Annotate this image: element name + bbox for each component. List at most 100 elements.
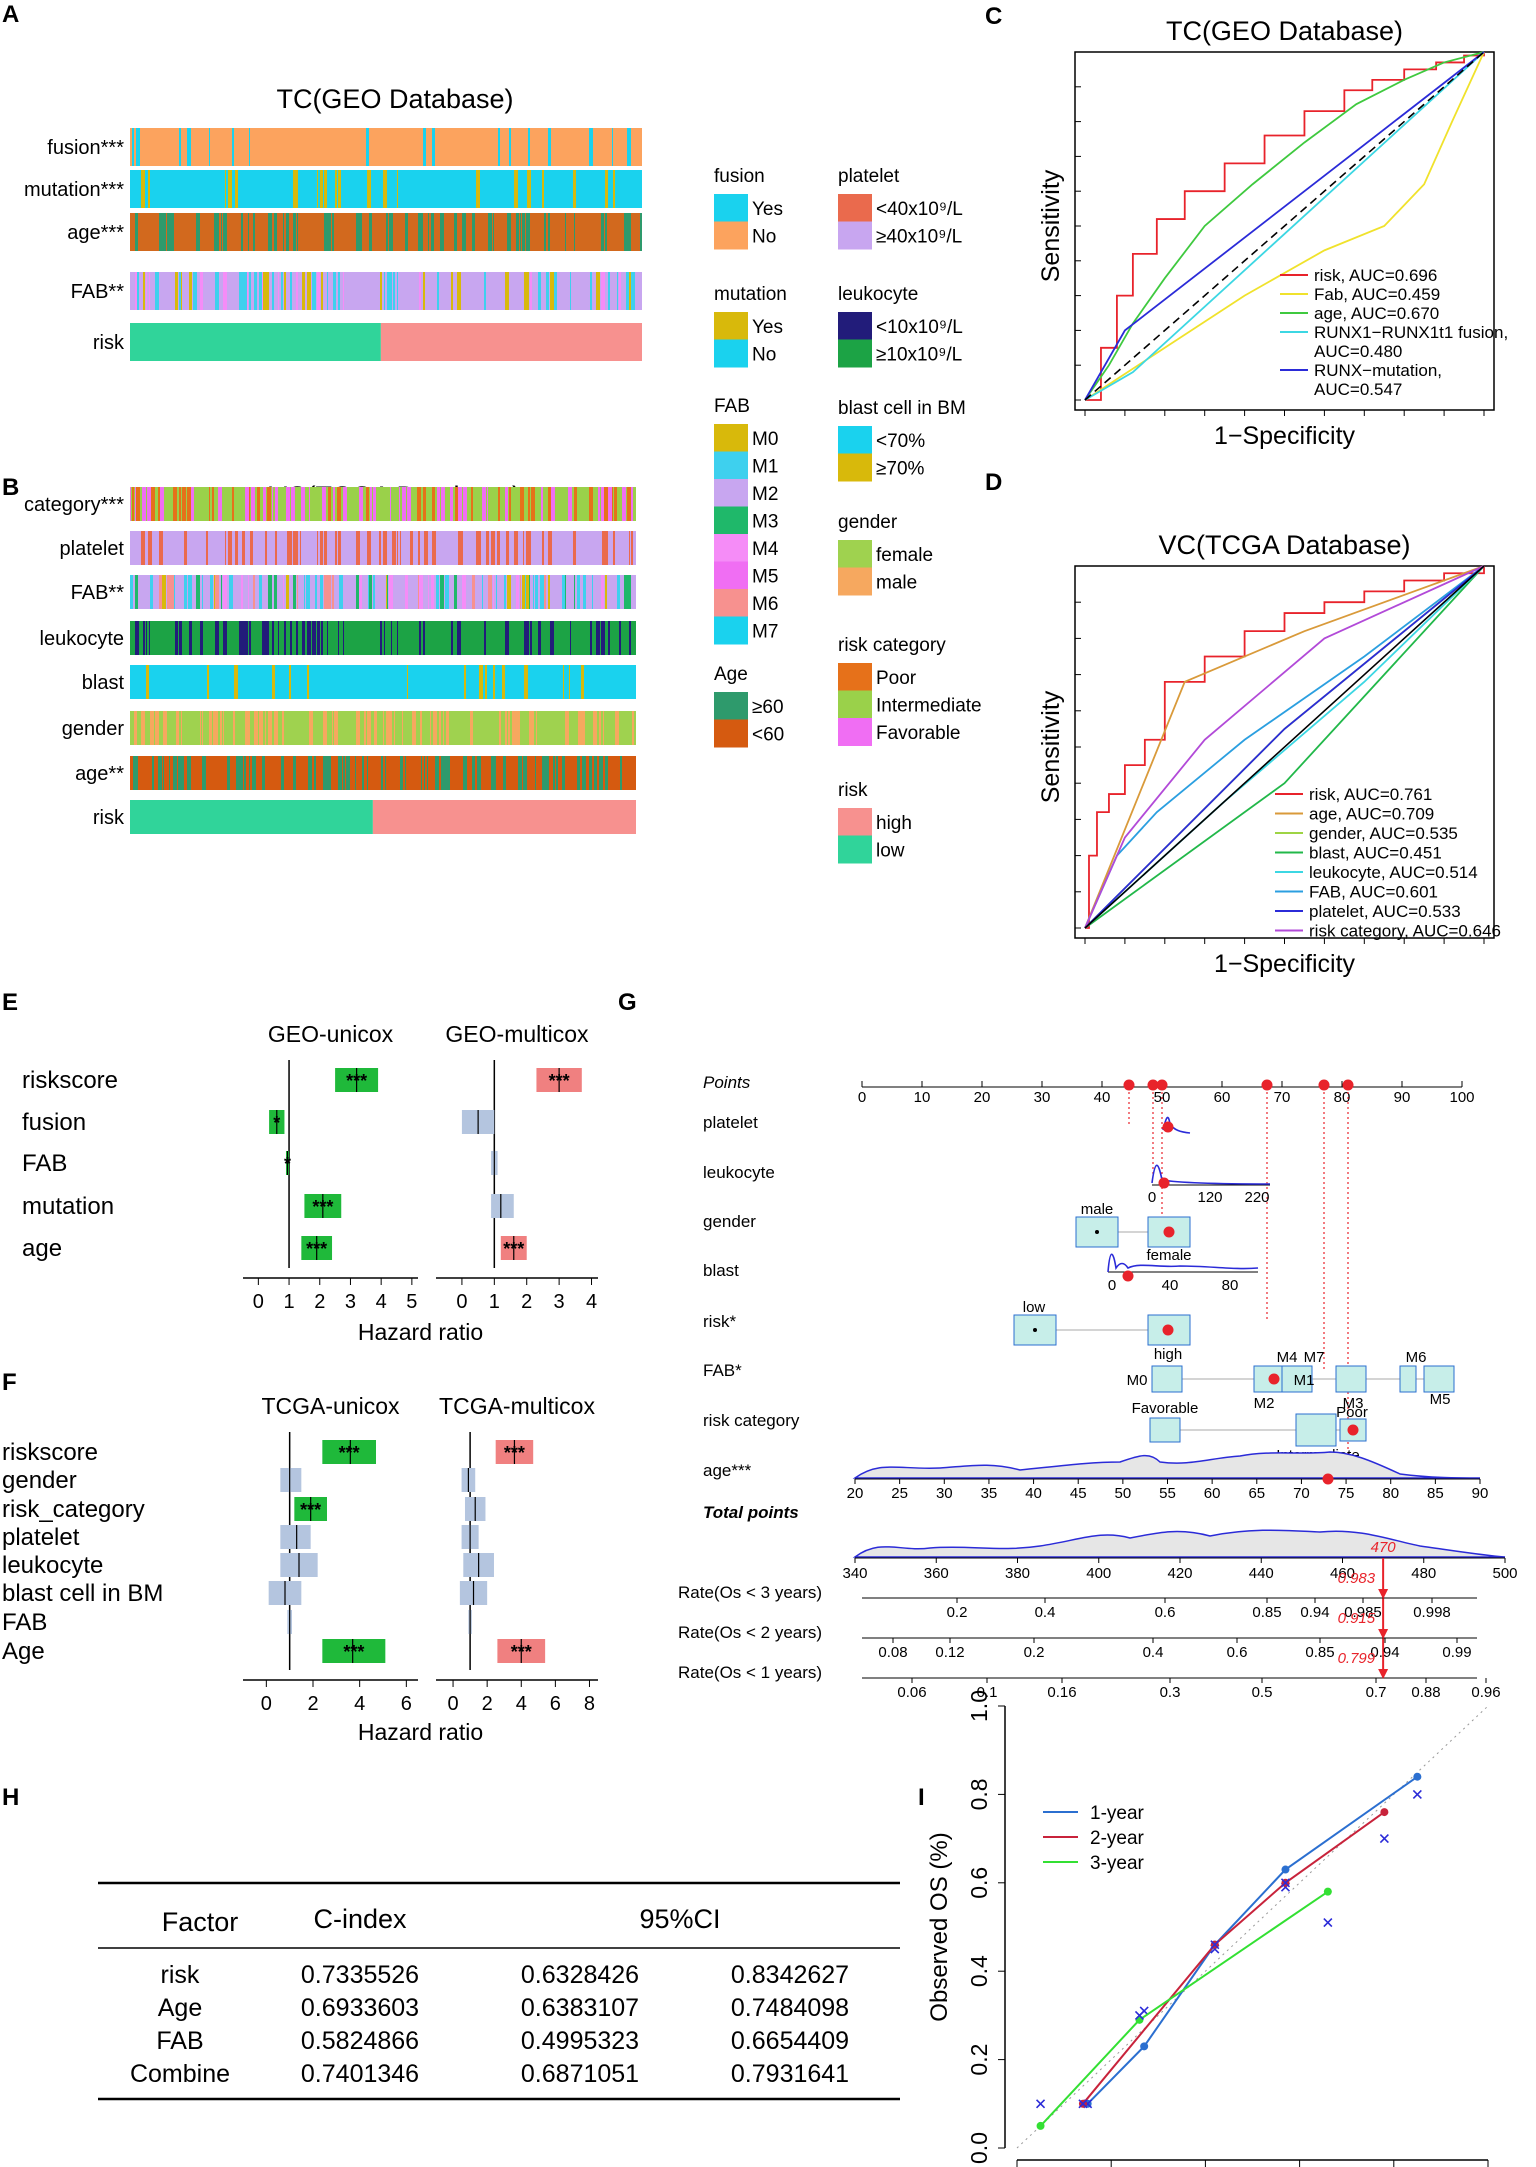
- heatmap-cell: [507, 213, 511, 251]
- heatmap-cell: [590, 272, 592, 310]
- total-tick-label: 400: [1086, 1565, 1111, 1582]
- heatmap-cell: [243, 272, 247, 310]
- heatmap-cell: [463, 756, 467, 790]
- significance-label: ***: [339, 1443, 360, 1463]
- forest-row-label: blast cell in BM: [2, 1580, 163, 1607]
- heatmap-cell: [202, 756, 206, 790]
- heatmap-cell: [527, 621, 529, 655]
- heatmap-cell: [516, 711, 520, 745]
- heatmap-cell: [482, 665, 483, 699]
- heatmap-cell: [505, 272, 509, 310]
- legend-swatch: [714, 506, 748, 535]
- x-tick-label: 4: [376, 1291, 387, 1313]
- heatmap-cell: [187, 128, 191, 166]
- heatmap-cell: [631, 531, 633, 565]
- y-tick-label: 0.4: [966, 1955, 992, 1987]
- heatmap-cell: [327, 621, 328, 655]
- heatmap-cell: [612, 128, 613, 166]
- heatmap-cell: [507, 575, 511, 609]
- legend-swatch: [714, 479, 748, 507]
- heatmap-cell: [393, 272, 395, 310]
- heatmap-cell: [221, 213, 222, 251]
- hazard-ratio-bar: [322, 1639, 386, 1663]
- calibration-point: [1380, 1808, 1389, 1817]
- heatmap-cell: [538, 621, 541, 655]
- heatmap-cell: [293, 213, 296, 251]
- heatmap-cell: [272, 272, 274, 310]
- heatmap-cell: [167, 213, 171, 251]
- fab-box: [1399, 1365, 1417, 1393]
- heatmap-cell: [179, 487, 181, 521]
- blast-density: [1107, 1253, 1259, 1273]
- heatmap-cell: [268, 575, 272, 609]
- heatmap-cell: [175, 621, 178, 655]
- heatmap-cell: [184, 531, 187, 565]
- heatmap-cell: [498, 128, 500, 166]
- legend-swatch: [714, 589, 748, 617]
- legend-swatch: [838, 194, 872, 222]
- heatmap-cell: [263, 487, 266, 521]
- heatmap-cell: [162, 213, 166, 251]
- heatmap-cell: [321, 621, 323, 655]
- points-marker: [1156, 1079, 1168, 1091]
- heatmap-cell: [293, 575, 296, 609]
- nomogram: Points platelet leukocyte gender blast risk* F…: [678, 1073, 1518, 1701]
- heatmap-cell: [581, 665, 584, 699]
- heatmap-cell: [462, 213, 466, 251]
- heatmap-cell: [439, 711, 441, 745]
- heatmap-cell: [333, 272, 336, 310]
- forest-panel-title: TCGA-unicox: [261, 1393, 400, 1419]
- points-tick-label: 10: [914, 1089, 931, 1106]
- x-tick-label: 4: [586, 1291, 597, 1313]
- x-tick-label: 0: [456, 1291, 467, 1313]
- heatmap-cell: [496, 575, 497, 609]
- nomogram-row-label: Rate(Os < 1 years): [678, 1663, 822, 1682]
- heatmap-cell: [520, 487, 524, 521]
- forest-row-label: platelet: [2, 1524, 80, 1551]
- heatmap-cell: [423, 128, 426, 166]
- heatmap-cell: [338, 621, 339, 655]
- total-tick-label: 380: [1005, 1565, 1030, 1582]
- roc-curve: [1084, 565, 1485, 929]
- heatmap-cell: [551, 487, 555, 521]
- heatmap-cell: [225, 170, 226, 208]
- heatmap-cell: [509, 487, 511, 521]
- heatmap-cell: [370, 487, 372, 521]
- heatmap-cell: [397, 531, 398, 565]
- heatmap-cell: [304, 575, 305, 609]
- legend-swatch: [838, 690, 872, 719]
- heatmap-cell: [302, 272, 305, 310]
- age-tick-label: 75: [1338, 1485, 1355, 1502]
- nomogram-row-label: Total points: [703, 1503, 799, 1522]
- heatmap-row-label: risk: [93, 332, 125, 354]
- risk-low-block: [130, 323, 381, 361]
- heatmap-cell: [574, 487, 577, 521]
- heatmap-cell: [391, 621, 392, 655]
- heatmap-cell: [620, 756, 622, 790]
- points-marker: [1318, 1079, 1330, 1091]
- heatmap-cell: [582, 756, 586, 790]
- heatmap-cell: [253, 213, 255, 251]
- bias-corrected-point: [1412, 1789, 1422, 1799]
- heatmap-cell: [526, 531, 527, 565]
- heatmap-cell: [491, 756, 495, 790]
- heatmap-cell: [167, 575, 171, 609]
- legend-swatch: [714, 692, 748, 720]
- legend-label: Fab, AUC=0.459: [1314, 285, 1440, 304]
- heatmap-cell: [366, 487, 369, 521]
- nomogram-row-label: gender: [703, 1212, 756, 1231]
- calibration-point: [1135, 2015, 1144, 2024]
- heatmap-cell: [535, 756, 536, 790]
- heatmap-cell: [624, 213, 628, 251]
- heatmap-cell: [141, 531, 145, 565]
- heatmap-cell: [629, 272, 631, 310]
- heatmap-cell: [370, 711, 371, 745]
- rate-value: 0.983: [1338, 1570, 1376, 1587]
- heatmap-cell: [302, 621, 305, 655]
- category-favorable-box: [1149, 1417, 1181, 1443]
- age-tick-label: 65: [1248, 1485, 1265, 1502]
- category-intermediate-box: [1295, 1413, 1337, 1447]
- heatmap-cell: [476, 170, 480, 208]
- heatmap-cell: [565, 711, 569, 745]
- heatmap-cell: [135, 621, 137, 655]
